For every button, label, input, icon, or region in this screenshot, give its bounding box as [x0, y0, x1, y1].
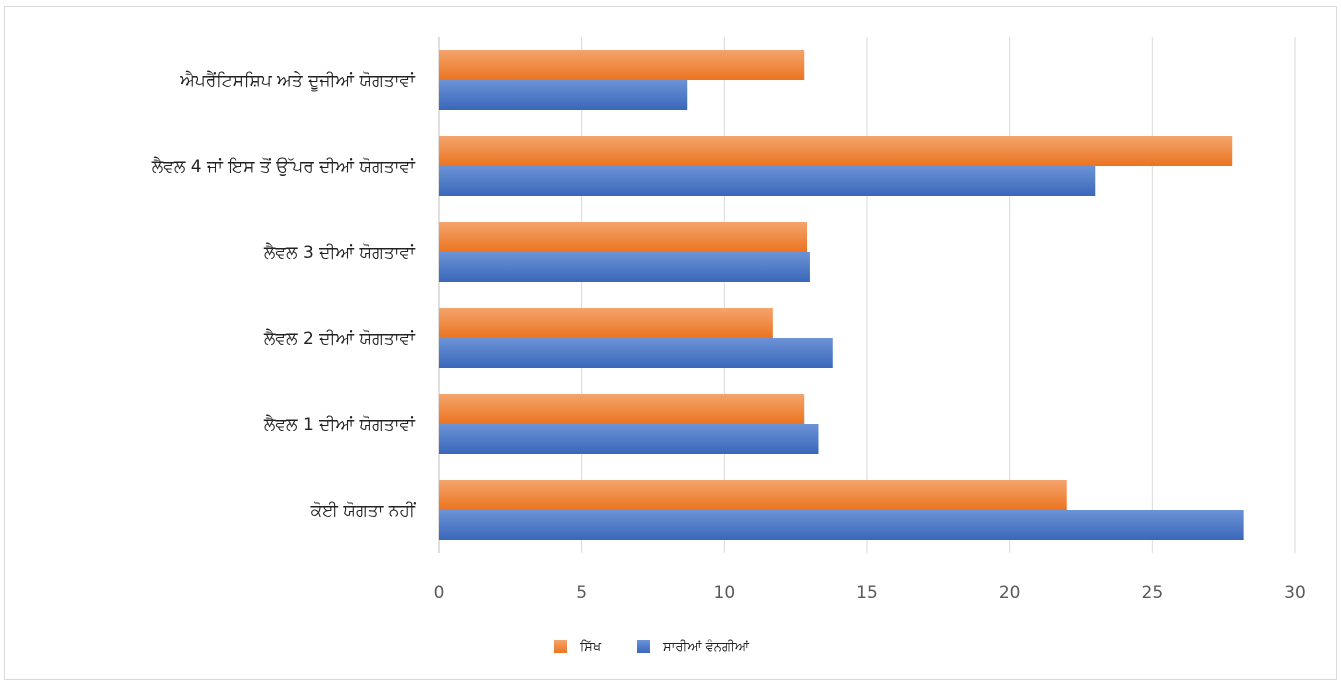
bars: [439, 50, 1244, 540]
legend-label: ਸਾਰੀਆਂ ਵੰਨਗੀਆਂ: [662, 639, 750, 655]
bar-sikh: [439, 136, 1233, 166]
bar-all-groups: [439, 424, 819, 454]
x-tick-label: 10: [714, 583, 736, 603]
bar-sikh: [439, 308, 773, 338]
bar-all-groups: [439, 166, 1096, 196]
bar-sikh: [439, 480, 1067, 510]
x-tick-labels: 0 5 10 15 20 25 30: [434, 583, 1306, 603]
bar-all-groups: [439, 252, 810, 282]
legend-label: ਸਿੱਖ: [579, 640, 602, 655]
x-tick-label: 20: [999, 583, 1021, 603]
legend-swatch: [637, 640, 650, 653]
bar-chart: ਐਪਰੈਂਟਿਸਸ਼ਿਪ ਅਤੇ ਦੂਜੀਆਂ ਯੋਗਤਾਵਾਂ ਲੈਵਲ 4 ਜ…: [151, 37, 1306, 655]
bar-sikh: [439, 222, 808, 252]
category-label: ਐਪਰੈਂਟਿਸਸ਼ਿਪ ਅਤੇ ਦੂਜੀਆਂ ਯੋਗਤਾਵਾਂ: [179, 71, 416, 91]
category-label: ਲੈਵਲ 3 ਦੀਆਂ ਯੋਗਤਾਵਾਂ: [263, 243, 416, 263]
bar-all-groups: [439, 338, 833, 368]
x-tick-label: 5: [576, 583, 587, 603]
category-label: ਕੋਈ ਯੋਗਤਾ ਨਹੀਂ: [310, 501, 416, 521]
bar-sikh: [439, 394, 805, 424]
chart-frame: ਐਪਰੈਂਟਿਸਸ਼ਿਪ ਅਤੇ ਦੂਜੀਆਂ ਯੋਗਤਾਵਾਂ ਲੈਵਲ 4 ਜ…: [4, 6, 1337, 680]
category-label: ਲੈਵਲ 2 ਦੀਆਂ ਯੋਗਤਾਵਾਂ: [263, 329, 416, 349]
x-tick-label: 25: [1142, 583, 1164, 603]
category-label: ਲੈਵਲ 1 ਦੀਆਂ ਯੋਗਤਾਵਾਂ: [263, 415, 416, 435]
bar-all-groups: [439, 80, 688, 110]
x-tick-label: 15: [856, 583, 878, 603]
x-tick-label: 0: [434, 583, 445, 603]
legend: ਸਿੱਖ ਸਾਰੀਆਂ ਵੰਨਗੀਆਂ: [554, 639, 750, 655]
category-label: ਲੈਵਲ 4 ਜਾਂ ਇਸ ਤੋਂ ਉੱਪਰ ਦੀਆਂ ਯੋਗਤਾਵਾਂ: [151, 157, 416, 177]
category-labels: ਐਪਰੈਂਟਿਸਸ਼ਿਪ ਅਤੇ ਦੂਜੀਆਂ ਯੋਗਤਾਵਾਂ ਲੈਵਲ 4 ਜ…: [151, 71, 416, 521]
x-tick-label: 30: [1284, 583, 1306, 603]
bar-sikh: [439, 50, 805, 80]
gridlines: [438, 37, 1296, 553]
legend-swatch: [554, 640, 567, 653]
bar-all-groups: [439, 510, 1244, 540]
